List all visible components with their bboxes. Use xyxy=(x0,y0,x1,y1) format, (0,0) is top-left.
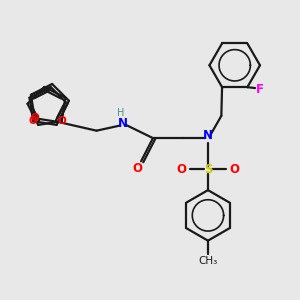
Text: O: O xyxy=(176,163,187,176)
Text: O: O xyxy=(29,116,38,126)
Text: O: O xyxy=(230,163,239,176)
Text: F: F xyxy=(256,83,264,96)
Text: N: N xyxy=(203,129,213,142)
Text: S: S xyxy=(204,163,212,176)
Text: O: O xyxy=(57,116,66,126)
Text: H: H xyxy=(117,108,124,118)
Text: CH₃: CH₃ xyxy=(198,256,218,266)
Text: O: O xyxy=(133,162,142,175)
Text: O: O xyxy=(30,113,39,123)
Text: N: N xyxy=(118,117,128,130)
